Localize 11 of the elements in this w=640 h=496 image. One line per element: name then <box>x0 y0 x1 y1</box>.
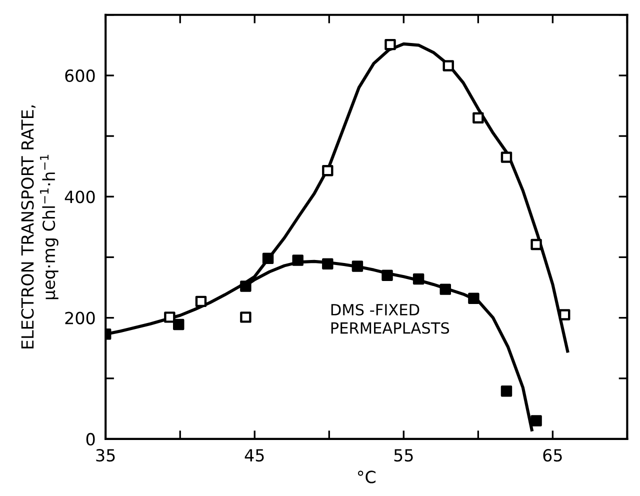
y-tick-label: 0 <box>86 432 95 446</box>
y-tick-label: 600 <box>65 69 95 82</box>
series-label: DMS -FIXED PERMEAPLASTS <box>331 304 450 334</box>
x-tick-label: 55 <box>394 449 413 462</box>
y-axis-title: ELECTRON TRANSPORT RATE, µeq·mg Chl$^{−1}$·h$^{−1}$ <box>21 105 58 348</box>
x-tick-label: 45 <box>244 449 264 462</box>
y-tick-label: 200 <box>65 312 95 324</box>
x-tick-label: 35 <box>96 448 115 462</box>
x-axis-title: °C <box>358 470 376 484</box>
x-tick-label: 65 <box>543 448 562 462</box>
y-tick-label: 400 <box>64 190 95 204</box>
